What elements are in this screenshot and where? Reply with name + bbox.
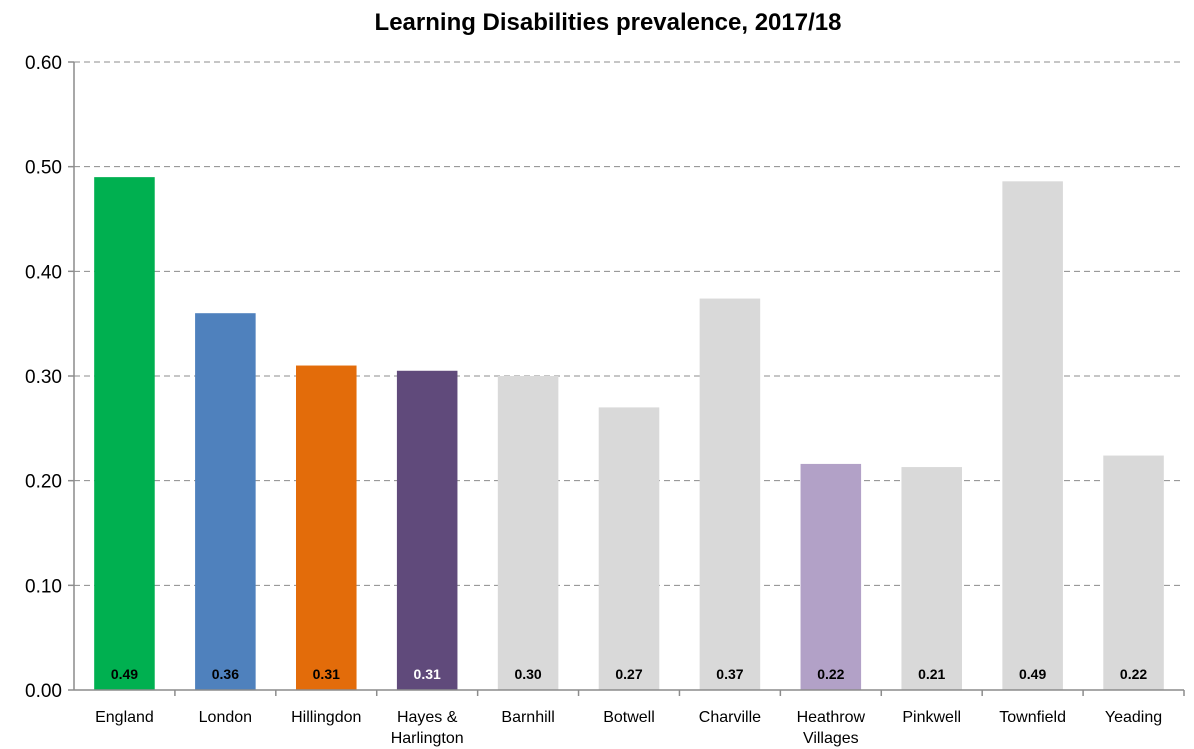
data-label: 0.37 bbox=[716, 666, 743, 682]
data-label: 0.22 bbox=[817, 666, 844, 682]
bars bbox=[94, 177, 1164, 691]
y-tick-label: 0.30 bbox=[25, 367, 62, 388]
y-tick-label: 0.50 bbox=[25, 158, 62, 179]
data-label: 0.30 bbox=[514, 666, 541, 682]
bar-heathrow-villages bbox=[800, 463, 862, 690]
x-tick-label: Heathrow Villages bbox=[797, 709, 866, 747]
bar-england bbox=[94, 177, 155, 691]
bar-hayes-harlington bbox=[396, 370, 458, 690]
y-tick-label: 0.00 bbox=[25, 681, 62, 702]
bar-townfield bbox=[1002, 181, 1063, 690]
x-tick-label: London bbox=[199, 709, 252, 726]
data-label: 0.22 bbox=[1120, 666, 1147, 682]
x-tick-label: Barnhill bbox=[501, 709, 554, 726]
x-tick-label: Hillingdon bbox=[291, 709, 361, 726]
bar-charville bbox=[699, 298, 761, 690]
bar-barnhill bbox=[497, 376, 559, 690]
bar-london bbox=[195, 313, 256, 690]
y-tick-labels: 0.00 0.10 0.20 0.30 0.40 0.50 0.60 bbox=[25, 53, 62, 702]
bar-hillingdon bbox=[296, 365, 357, 690]
bar-botwell bbox=[598, 407, 660, 690]
data-label: 0.31 bbox=[414, 666, 441, 682]
x-tick-label: Charville bbox=[699, 709, 761, 726]
data-label: 0.31 bbox=[313, 666, 340, 682]
y-tick-label: 0.20 bbox=[25, 472, 62, 493]
data-labels: 0.49 0.36 0.31 0.31 0.30 0.27 0.37 0.22 0.21 0.49… bbox=[111, 666, 1148, 682]
y-tick-label: 0.60 bbox=[25, 53, 62, 74]
chart-title: Learning Disabilities prevalence, 2017/1… bbox=[375, 9, 842, 36]
x-tick-label: Yeading bbox=[1105, 709, 1162, 726]
x-tick-labels: England London Hillingdon Hayes & Harlington… bbox=[95, 709, 1162, 747]
data-label: 0.21 bbox=[918, 666, 945, 682]
bar-pinkwell bbox=[901, 467, 962, 690]
x-tick-label: Pinkwell bbox=[902, 709, 961, 726]
x-tick-label: Hayes & Harlington bbox=[391, 709, 464, 747]
gridlines bbox=[74, 61, 1184, 586]
data-label: 0.49 bbox=[111, 666, 138, 682]
data-label: 0.27 bbox=[615, 666, 642, 682]
x-tick-label: Botwell bbox=[603, 709, 655, 726]
data-label: 0.49 bbox=[1019, 666, 1046, 682]
axes bbox=[68, 61, 1185, 696]
y-tick-label: 0.10 bbox=[25, 576, 62, 597]
x-tick-label: Townfield bbox=[999, 709, 1066, 726]
data-label: 0.36 bbox=[212, 666, 239, 682]
bar-yeading bbox=[1103, 455, 1164, 690]
x-tick-label: England bbox=[95, 709, 154, 726]
y-tick-label: 0.40 bbox=[25, 262, 62, 283]
